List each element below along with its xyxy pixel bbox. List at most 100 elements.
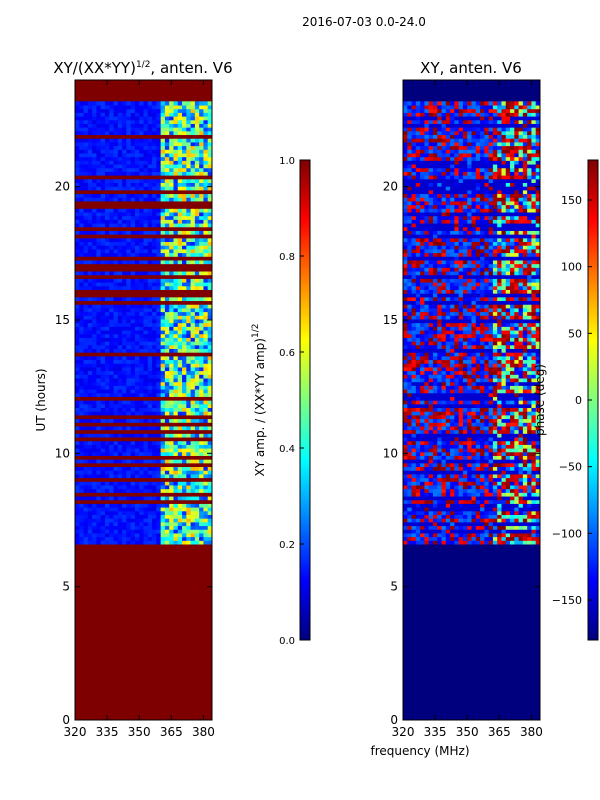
heatmap-cell [100, 241, 106, 246]
heatmap-cell [199, 518, 204, 523]
heatmap-cell [109, 407, 115, 412]
heatmap-cell [152, 477, 157, 482]
heatmap-cell [79, 433, 85, 438]
heatmap-cell [407, 422, 413, 427]
heatmap-cell [437, 540, 443, 545]
heatmap-cell [169, 178, 174, 183]
heatmap-cell [467, 422, 472, 427]
heatmap-cell [152, 418, 157, 423]
heatmap-cell [96, 193, 102, 198]
heatmap-cell [83, 278, 89, 283]
heatmap-cell [92, 300, 97, 305]
heatmap-cell [109, 101, 115, 106]
heatmap-cell [92, 429, 97, 434]
heatmap-cell [173, 381, 179, 386]
heatmap-cell [173, 462, 179, 468]
heatmap-cell [92, 259, 97, 265]
heatmap-cell [207, 296, 212, 302]
heatmap-cell [92, 149, 97, 154]
heatmap-cell [522, 507, 528, 512]
heatmap-cell [87, 337, 93, 342]
heatmap-cell [109, 418, 115, 423]
heatmap-cell [488, 455, 494, 460]
heatmap-cell [518, 437, 524, 442]
heatmap-cell [83, 521, 89, 527]
heatmap-cell [87, 178, 93, 183]
heatmap-cell [83, 422, 89, 427]
heatmap-cell [130, 532, 136, 538]
heatmap-cell [152, 285, 157, 290]
heatmap-cell [186, 418, 192, 423]
heatmap-cell [122, 425, 127, 431]
heatmap-cell [104, 304, 110, 309]
heatmap-cell [169, 226, 174, 231]
heatmap-cell [182, 322, 187, 327]
heatmap-cell [117, 370, 123, 375]
heatmap-cell [147, 197, 153, 202]
heatmap-cell [139, 374, 144, 379]
heatmap-cell [522, 525, 528, 530]
heatmap-cell [100, 289, 106, 294]
heatmap-cell [194, 278, 200, 283]
heatmap-cell [441, 444, 447, 449]
heatmap-cell [87, 256, 93, 261]
heatmap-cell [156, 193, 162, 198]
heatmap-cell [87, 263, 93, 268]
heatmap-cell [117, 411, 123, 416]
heatmap-cell [194, 311, 200, 316]
heatmap-cell [92, 200, 97, 206]
heatmap-cell [139, 189, 144, 195]
heatmap-cell [207, 208, 212, 213]
heatmap-cell [139, 518, 144, 523]
heatmap-cell [117, 152, 123, 158]
heatmap-cell [104, 296, 110, 302]
heatmap-cell [143, 278, 149, 283]
heatmap-cell [467, 536, 472, 541]
heatmap-cell [139, 496, 144, 501]
heatmap-cell [79, 326, 85, 331]
heatmap-cell [104, 116, 110, 121]
heatmap-cell [147, 274, 153, 279]
heatmap-cell [441, 484, 447, 490]
heatmap-cell [164, 237, 170, 243]
heatmap-cell [92, 193, 97, 198]
heatmap-cell [126, 212, 132, 217]
heatmap-cell [92, 123, 97, 128]
heatmap-cell [186, 444, 192, 449]
heatmap-cell [109, 381, 115, 386]
heatmap-cell [143, 492, 149, 497]
heatmap-cell [207, 241, 212, 246]
heatmap-cell [492, 462, 498, 468]
heatmap-cell [173, 473, 179, 479]
heatmap-cell [173, 182, 179, 187]
heatmap-cell [83, 127, 89, 132]
heatmap-cell [527, 518, 532, 523]
heatmap-cell [122, 296, 127, 302]
heatmap-cell [182, 484, 187, 490]
heatmap-cell [130, 215, 136, 220]
heatmap-cell [87, 414, 93, 420]
heatmap-cell [186, 278, 192, 283]
heatmap-cell [194, 448, 200, 453]
heatmap-cell [100, 200, 106, 206]
heatmap-cell [462, 507, 468, 512]
heatmap-cell [87, 396, 93, 401]
heatmap-cell [203, 119, 209, 124]
heatmap-cell [458, 488, 464, 493]
heatmap-cell [87, 525, 93, 530]
heatmap-cell [420, 536, 425, 541]
heatmap-cell [450, 414, 455, 420]
heatmap-cell [147, 123, 153, 128]
heatmap-cell [96, 366, 102, 372]
heatmap-cell [445, 466, 451, 471]
heatmap-cell [182, 105, 187, 110]
heatmap-cell [497, 532, 502, 538]
heatmap-cell [152, 536, 157, 541]
heatmap-cell [450, 429, 455, 434]
heatmap-cell [134, 230, 140, 235]
heatmap-cell [454, 462, 460, 468]
heatmap-cell [143, 167, 149, 172]
heatmap-cell [87, 473, 93, 479]
heatmap-cell [497, 499, 502, 504]
heatmap-cell [126, 392, 132, 397]
